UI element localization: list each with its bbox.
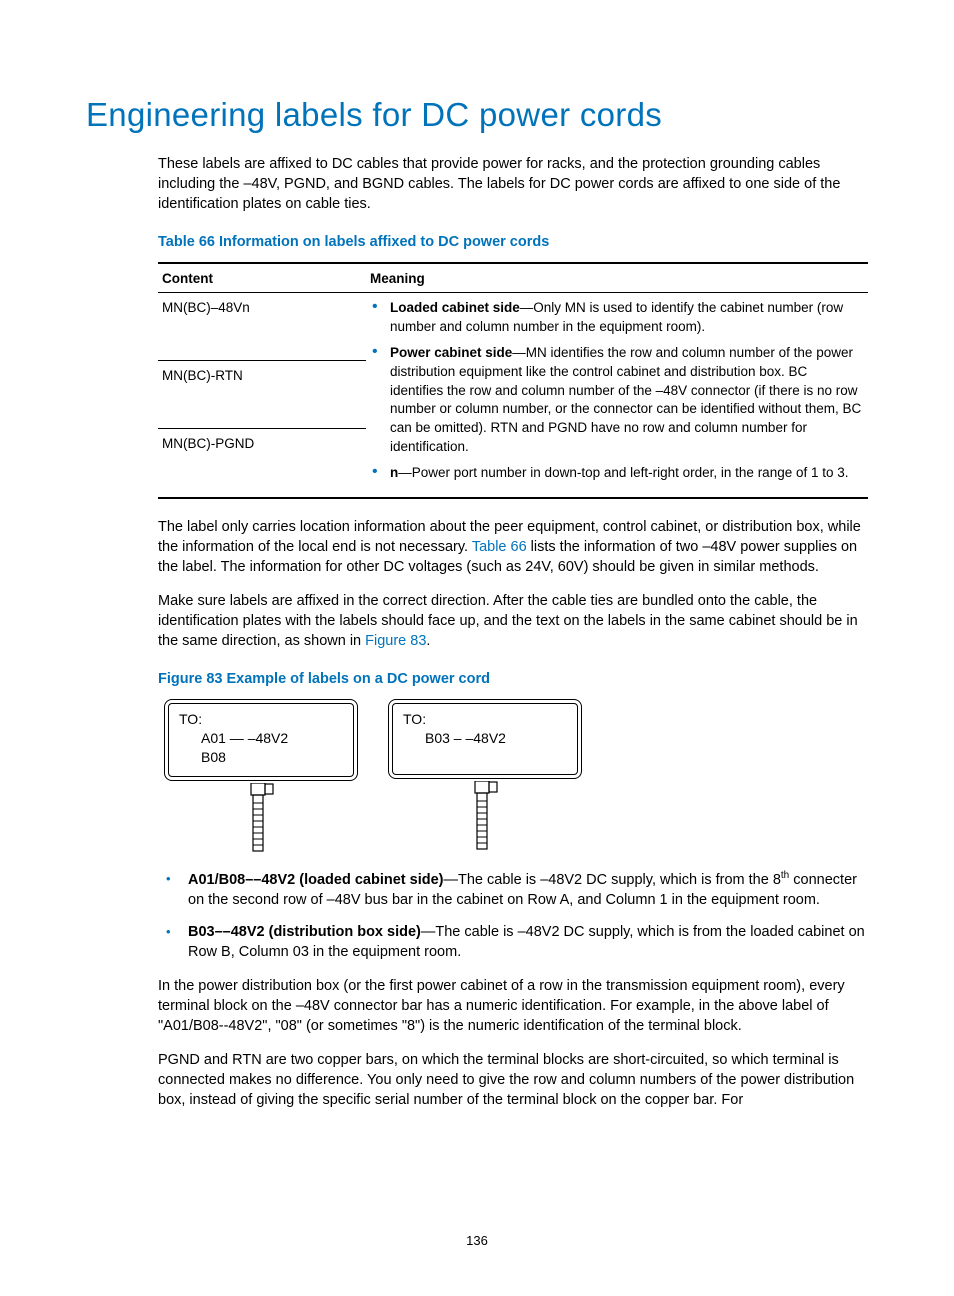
th-content: Content	[158, 263, 366, 293]
content-cell: MN(BC)-PGND	[158, 429, 366, 498]
page-title: Engineering labels for DC power cords	[86, 92, 868, 138]
table-caption: Table 66 Information on labels affixed t…	[158, 232, 868, 252]
content-cell: MN(BC)–48Vn	[158, 293, 366, 361]
body-paragraph: Make sure labels are affixed in the corr…	[158, 591, 868, 651]
label-plate-right: TO: B03 – –48V2	[388, 699, 582, 779]
dc-label-table: Content Meaning MN(BC)–48Vn Loaded cabin…	[158, 262, 868, 499]
intro-paragraph: These labels are affixed to DC cables th…	[158, 154, 868, 214]
figure-83: TO: A01 — –48V2 B08	[164, 699, 868, 854]
meaning-bullet: Power cabinet side—MN identifies the row…	[370, 344, 864, 456]
cable-tie-icon	[241, 783, 281, 853]
description-bullet: A01/B08––48V2 (loaded cabinet side)—The …	[158, 869, 868, 910]
body-paragraph: In the power distribution box (or the fi…	[158, 976, 868, 1036]
content-cell: MN(BC)-RTN	[158, 361, 366, 429]
body-paragraph: PGND and RTN are two copper bars, on whi…	[158, 1050, 868, 1110]
body-paragraph: The label only carries location informat…	[158, 517, 868, 577]
page-number: 136	[0, 1232, 954, 1250]
description-bullet: B03––48V2 (distribution box side)—The ca…	[158, 922, 868, 962]
label-plate-left: TO: A01 — –48V2 B08	[164, 699, 358, 782]
figure-caption: Figure 83 Example of labels on a DC powe…	[158, 669, 868, 689]
meaning-bullet: Loaded cabinet side—Only MN is used to i…	[370, 299, 864, 336]
table-crossref[interactable]: Table 66	[472, 539, 527, 555]
cable-tie-icon	[465, 781, 505, 851]
figure-crossref[interactable]: Figure 83	[365, 633, 426, 649]
meaning-bullet: n—Power port number in down-top and left…	[370, 464, 864, 483]
th-meaning: Meaning	[366, 263, 868, 293]
